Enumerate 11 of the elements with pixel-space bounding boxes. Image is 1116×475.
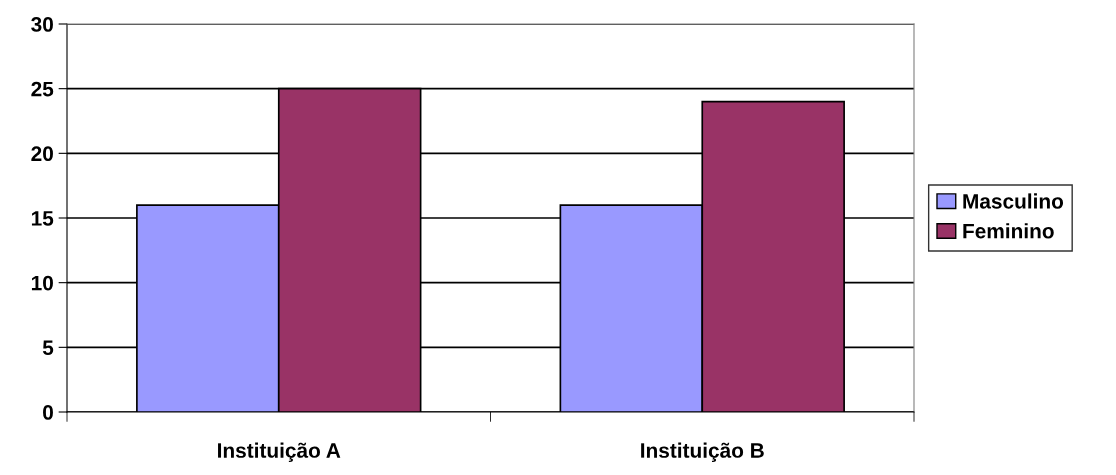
x-tick-label: Instituição A xyxy=(218,442,341,462)
y-tick-label: 30 xyxy=(31,17,53,32)
y-tick-label: 0 xyxy=(43,405,53,420)
y-tick-label: 15 xyxy=(31,211,54,226)
y-tick-label: 5 xyxy=(42,340,54,356)
legend-label: Masculino xyxy=(963,193,1064,209)
y-tick-label: 10 xyxy=(31,275,53,291)
y-tick-label: 20 xyxy=(31,146,53,162)
x-tick-label: Instituição B xyxy=(641,442,764,462)
legend-label: Feminino xyxy=(963,223,1054,239)
y-tick-label: 25 xyxy=(31,81,54,97)
